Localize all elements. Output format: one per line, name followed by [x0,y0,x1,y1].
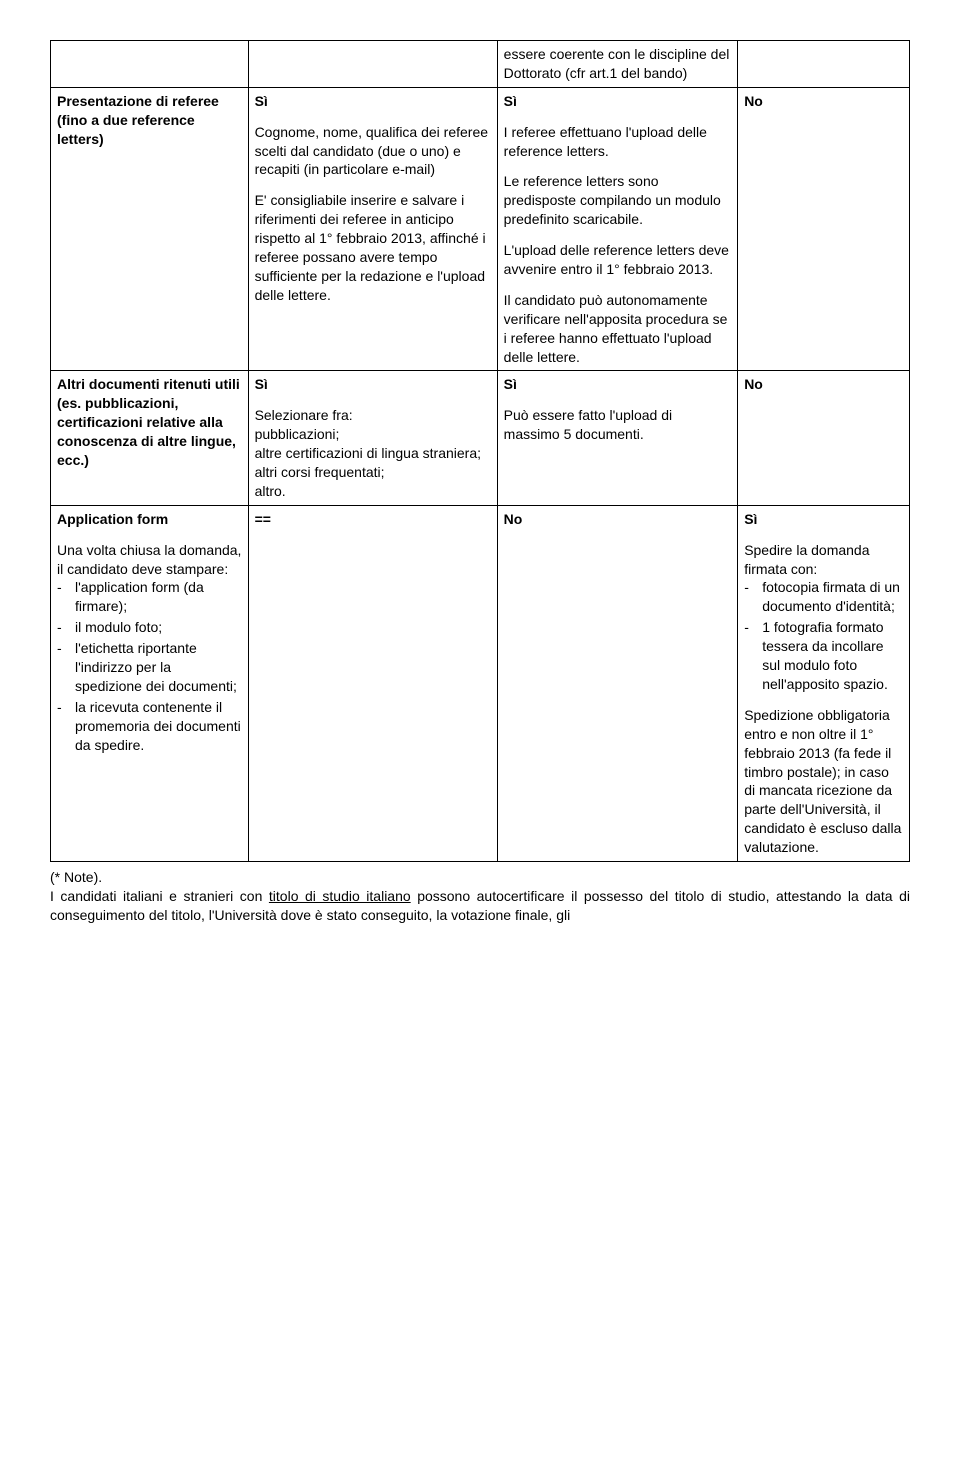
cell-altri-no: No [738,371,910,505]
no-label: No [744,93,763,109]
list-item: altre certificazioni di lingua straniera… [255,444,491,463]
row-subtitle: (es. pubblicazioni, certificazioni relat… [57,395,236,468]
requirements-table: essere coerente con le discipline del Do… [50,40,910,862]
row-title: Application form [57,510,242,529]
text: Le reference letters sono predisposte co… [504,172,732,229]
footnote: (* Note). I candidati italiani e stranie… [50,868,910,925]
cell-appform-no: No [497,505,738,861]
table-row: Application form Una volta chiusa la dom… [51,505,910,861]
text: Spedizione obbligatoria entro e non oltr… [744,706,903,857]
footnote-pre: I candidati italiani e stranieri con [50,888,269,904]
list-item: l'application form (da firmare); [57,578,242,616]
footnote-underline: titolo di studio italiano [269,888,411,904]
list-item: 1 fotografia formato tessera da incollar… [744,618,903,694]
cell-referee-inserimento: Sì Cognome, nome, qualifica dei referee … [248,87,497,371]
cell-referee-no: No [738,87,910,371]
cell-altri-upload: Sì Può essere fatto l'upload di massimo … [497,371,738,505]
footnote-label: (* Note). [50,869,102,885]
cell-coherence: essere coerente con le discipline del Do… [497,41,738,88]
text: I referee effettuano l'upload delle refe… [504,123,732,161]
list-item: pubblicazioni; [255,425,491,444]
text: L'upload delle reference letters deve av… [504,241,732,279]
cell-empty [248,41,497,88]
eq-label: == [255,511,271,527]
cell-appform-spedire: Sì Spedire la domanda firmata con: fotoc… [738,505,910,861]
select-lead: Selezionare fra: [255,406,491,425]
list-item: l'etichetta riportante l'indirizzo per l… [57,639,242,696]
si-label: Sì [504,92,732,111]
table-row: Altri documenti ritenuti utili (es. pubb… [51,371,910,505]
text: essere coerente con le discipline del Do… [504,45,732,83]
lead-text: Una volta chiusa la domanda, il candidat… [57,541,242,579]
si-label: Sì [255,375,491,394]
no-label: No [504,511,523,527]
print-list: l'application form (da firmare); il modu… [57,578,242,754]
text: Cognome, nome, qualifica dei referee sce… [255,123,491,180]
cell-empty [51,41,249,88]
cell-appform-title: Application form Una volta chiusa la dom… [51,505,249,861]
list-item: fotocopia firmata di un documento d'iden… [744,578,903,616]
no-label: No [744,376,763,392]
text: Il candidato può autonomamente verificar… [504,291,732,367]
row-title: Presentazione di referee [57,93,219,109]
text: E' consigliabile inserire e salvare i ri… [255,191,491,304]
list-item: il modulo foto; [57,618,242,637]
row-subtitle: (fino a due reference letters) [57,112,195,147]
cell-referee-title: Presentazione di referee (fino a due ref… [51,87,249,371]
cell-altri-selezionare: Sì Selezionare fra: pubblicazioni; altre… [248,371,497,505]
lead-text: Spedire la domanda firmata con: [744,541,903,579]
cell-altri-title: Altri documenti ritenuti utili (es. pubb… [51,371,249,505]
list-item: altri corsi frequentati; [255,463,491,482]
cell-appform-eq: == [248,505,497,861]
list-item: altro. [255,482,491,501]
send-list: fotocopia firmata di un documento d'iden… [744,578,903,693]
table-row: Presentazione di referee (fino a due ref… [51,87,910,371]
row-title: Altri documenti ritenuti utili [57,376,240,392]
si-label: Sì [504,375,732,394]
table-row: essere coerente con le discipline del Do… [51,41,910,88]
cell-referee-upload: Sì I referee effettuano l'upload delle r… [497,87,738,371]
si-label: Sì [255,92,491,111]
cell-empty [738,41,910,88]
list-item: la ricevuta contenente il promemoria dei… [57,698,242,755]
text: Può essere fatto l'upload di massimo 5 d… [504,406,732,444]
si-label: Sì [744,510,903,529]
